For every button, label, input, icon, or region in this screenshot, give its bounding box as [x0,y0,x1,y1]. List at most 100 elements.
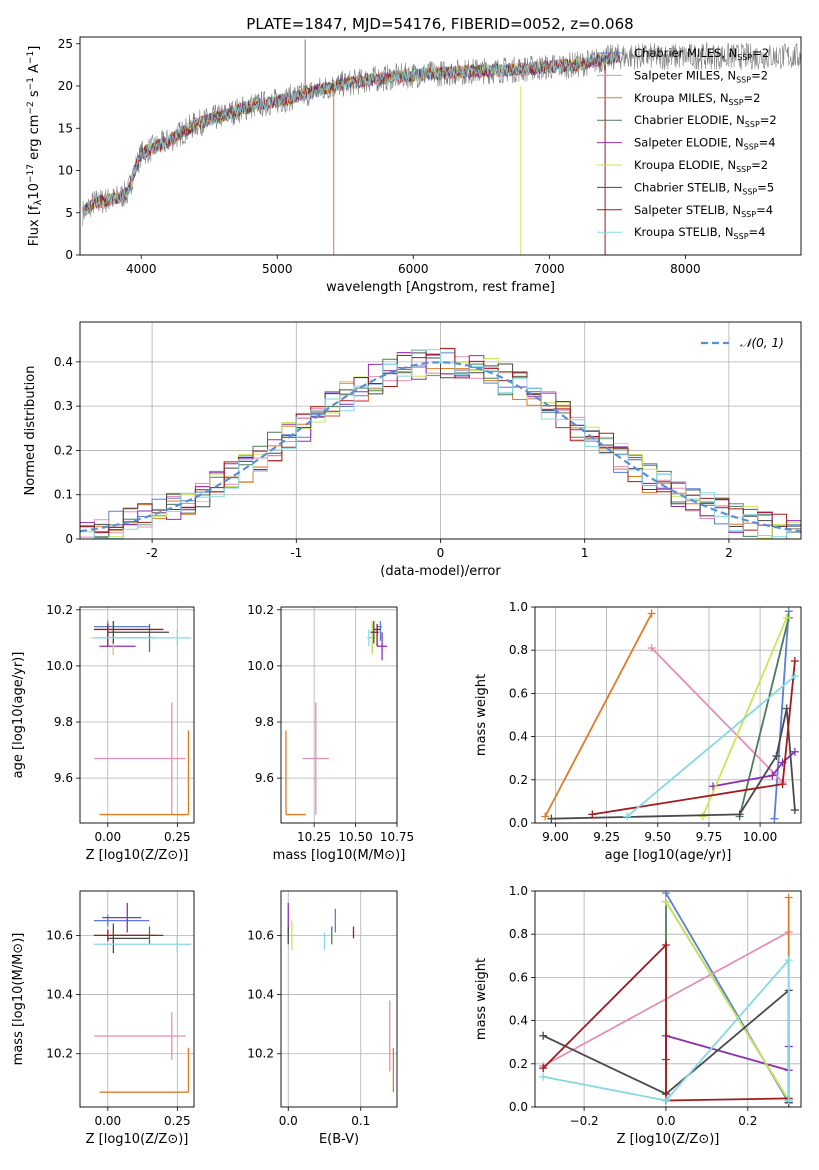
weight-marker-chabrier-stelib [539,1031,548,1040]
weight-line-salpeter-elodie [712,751,796,788]
legend-entry-kroupa-miles: Kroupa MILES, NSSP=2 [634,91,760,107]
axes-frame [280,606,398,824]
x-tick-label: 1 [581,546,589,560]
y-axis-label-part: λ [33,199,44,205]
legend-entry-chabrier-elodie: Chabrier ELODIE, NSSP=2 [634,113,777,129]
y-tick-label: 0.6 [509,686,528,700]
x-tick-label: 7000 [534,262,565,276]
x-tick-label: 5000 [262,262,293,276]
y-axis-label-part: ] [27,46,42,51]
x-tick-label: 0.25 [164,830,191,844]
y-tick-label: 0.4 [54,355,73,369]
weight-line-kroupa-stelib [543,957,790,1102]
figure-title: PLATE=1847, MJD=54176, FIBERID=0052, z=0… [246,15,633,33]
axes-frame [79,36,802,256]
legend-entry-name: Kroupa STELIB, N [634,225,734,239]
weight-marker-chabrier-miles [661,891,670,898]
weight-marker-salpeter-elodie [790,747,799,756]
y-tick-label: 0.0 [509,816,528,830]
legend-entry-count: =2 [751,158,768,172]
y-tick-label: 0.4 [509,730,528,744]
y-tick-label: 10.2 [46,603,73,617]
legend-entry-count: =4 [756,203,773,217]
plot-area [541,607,799,823]
weight-marker-kroupa-stelib [623,812,632,821]
x-axis-label: (data-model)/error [380,564,501,579]
plot-area [80,347,801,539]
y-tick-label: 0.2 [54,443,73,457]
legend-entry-salpeter-stelib: Salpeter STELIB, NSSP=4 [634,203,773,219]
y-tick-label: 9.6 [255,771,274,785]
y-tick-label: 10.2 [46,1047,73,1061]
weight-marker-salpeter-miles [647,644,656,653]
weight-vs-age-panel: 9.00 9.25 9.50 9.75 10.00 0.0 0.2 0.4 0.6 0.8 1.0 a… [474,600,802,863]
model-spectrum-kroupa-stelib [82,49,621,219]
weight-marker-kroupa-elodie [698,812,707,821]
weight-marker-kroupa-stelib [790,672,799,681]
legend-entry-name: Chabrier STELIB, N [634,180,742,194]
x-axis-label: Z [log10(Z/Z⊙)] [86,848,189,863]
plot-area [539,891,793,1107]
legend-entry-count: =5 [757,180,774,194]
y-tick-label: 10.2 [247,1047,274,1061]
x-tick-label: 0 [437,546,445,560]
x-tick-label: 0.00 [94,1114,121,1128]
weight-marker-salpeter-elodie [768,771,777,780]
legend-entry-subscript: SSP [744,143,759,152]
y-tick-label: 10.6 [247,928,274,942]
x-tick-label: 9.00 [542,830,569,844]
weight-marker-kroupa-stelib [784,956,793,965]
y-tick-label: 25 [58,37,73,51]
y-tick-label: 1.0 [509,884,528,898]
axes-frame [534,890,802,1108]
weight-marker-kroupa-stelib [661,1096,670,1105]
y-axis-label-part: −2 [26,101,36,114]
y-axis-label-part: Flux [f [27,205,42,246]
legend-entry-salpeter-elodie: Salpeter ELODIE, NSSP=4 [634,136,776,152]
weight-marker-salpeter-stelib [790,657,799,665]
gaussian-reference-curve [80,361,801,533]
legend-entry-count: =2 [760,113,777,127]
y-axis-label: Flux [fλ10−17 erg cm−2 s−1 A−1] [26,46,44,247]
weight-line-chabrier-elodie [738,617,790,817]
y-tick-label: 0.6 [509,970,528,984]
x-tick-label: 10.75 [380,830,414,844]
y-tick-label: 0.0 [509,1100,528,1114]
x-tick-label: 8000 [670,262,701,276]
axes-frame [280,890,398,1108]
legend-entry-name: Chabrier ELODIE, N [634,113,745,127]
legend-entry-count: =2 [752,46,769,60]
legend-entry-kroupa-stelib: Kroupa STELIB, NSSP=4 [634,225,765,241]
mass-vs-metallicity-panel: 0.00 0.25 10.2 10.4 10.6 Z [log10(Z/Z⊙)] mass … [11,890,195,1147]
y-axis-label: mass [log10(M/M⊙)] [11,933,26,1066]
weight-line-salpeter-miles [650,647,784,783]
legend-entry-subscript: SSP [737,53,752,62]
age-vs-metallicity-panel: 0.00 0.25 9.6 9.8 10.0 10.2 Z [log10(Z/Z⊙)] age… [11,603,195,863]
weight-marker-kroupa-elodie [661,897,670,906]
y-tick-label: 0.4 [509,1014,528,1028]
weight-marker-kroupa-stelib [539,1072,548,1081]
x-tick-label: 0.2 [738,1114,757,1128]
y-tick-label: 10.0 [247,659,274,673]
legend-entry-subscript: SSP [736,75,751,84]
y-tick-label: 15 [58,121,73,135]
plot-area [82,39,801,255]
y-tick-label: 10.2 [247,603,274,617]
x-tick-label: 9.25 [593,830,620,844]
x-tick-label: 6000 [398,262,429,276]
legend-entry-salpeter-miles: Salpeter MILES, NSSP=2 [634,68,768,84]
weight-line-kroupa-miles [544,613,653,817]
x-tick-label: 10.25 [297,830,331,844]
y-axis-label: Normed distribution [23,366,38,496]
legend-entry-name: Kroupa ELODIE, N [634,158,736,172]
y-axis-label-part: erg cm [27,115,42,164]
x-tick-label: -1 [290,546,302,560]
weight-marker-chabrier-miles [770,814,779,823]
mass-vs-extinction-panel: 0.0 0.1 10.2 10.4 10.6 E(B-V) [247,890,398,1147]
y-tick-label: 10.6 [46,928,73,942]
x-axis-label: E(B-V) [319,1132,359,1147]
y-tick-label: 20 [58,79,73,93]
weight-line-salpeter-stelib [542,942,789,1102]
weight-marker-salpeter-stelib [539,1064,548,1073]
